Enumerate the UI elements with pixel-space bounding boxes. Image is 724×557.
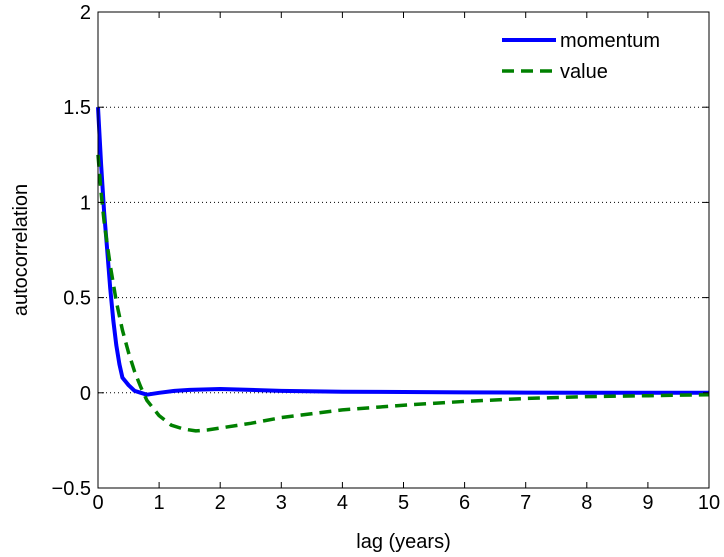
x-tick-label: 10 <box>698 492 720 514</box>
x-tick-label: 5 <box>398 492 409 514</box>
y-tick-label: 2 <box>80 2 91 24</box>
plot-series <box>96 107 710 433</box>
x-tick-label: 8 <box>581 492 592 514</box>
series-line-momentum <box>96 107 709 397</box>
y-tick-label: 1.5 <box>63 97 91 119</box>
y-tick-label: 0 <box>80 383 91 405</box>
y-tick-label: −0.5 <box>52 478 91 500</box>
legend: momentum value <box>502 30 660 83</box>
x-tick-label: 2 <box>215 492 226 514</box>
legend-label: value <box>560 61 608 83</box>
x-tick-label: 4 <box>337 492 348 514</box>
x-tick-label: 3 <box>276 492 287 514</box>
y-tick-label: 1 <box>80 192 91 214</box>
axis-ticks: 0 1 2 3 4 5 6 7 8 9 10−0.500.511.52 <box>52 2 721 514</box>
x-tick-label: 7 <box>520 492 531 514</box>
y-axis-label: autocorrelation <box>10 184 32 316</box>
y-tick-label: 0.5 <box>63 288 91 310</box>
series-line-value <box>96 154 710 433</box>
x-tick-label: 6 <box>459 492 470 514</box>
legend-label: momentum <box>560 30 660 52</box>
x-axis-label: lag (years) <box>356 531 450 553</box>
x-tick-label: 0 <box>92 492 103 514</box>
x-tick-label: 1 <box>154 492 165 514</box>
x-tick-label: 9 <box>642 492 653 514</box>
